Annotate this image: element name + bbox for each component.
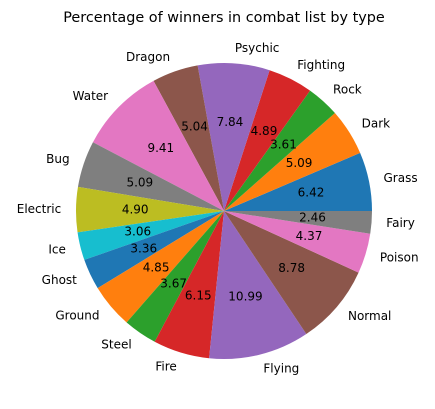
slice-label-water: Water — [73, 89, 109, 103]
pie-slices — [75, 63, 372, 360]
pie-slice-psychic — [197, 63, 270, 211]
slice-label-psychic: Psychic — [235, 41, 280, 55]
slice-value-dark: 5.09 — [286, 156, 313, 170]
slice-value-fighting: 4.89 — [251, 124, 278, 138]
pie-slice-fighting — [224, 70, 311, 211]
slice-label-fighting: Fighting — [297, 58, 345, 72]
slice-value-water: 9.41 — [147, 141, 174, 155]
slice-label-electric: Electric — [17, 202, 61, 216]
slice-value-ice: 3.06 — [124, 225, 151, 239]
slice-value-fire: 6.15 — [185, 288, 212, 302]
slice-value-electric: 4.90 — [122, 203, 149, 217]
slice-labels: Grass Dark Rock Fighting Psychic Dragon Water B… — [17, 41, 419, 375]
slice-value-grass: 6.42 — [298, 186, 325, 200]
slice-value-fairy: 2.46 — [299, 210, 326, 224]
slice-label-ground: Ground — [55, 308, 99, 322]
pie-slice-grass — [224, 152, 372, 211]
slice-label-poison: Poison — [380, 250, 419, 264]
slice-value-ground: 4.85 — [143, 261, 170, 275]
slice-label-fairy: Fairy — [386, 216, 415, 230]
slice-value-bug: 5.09 — [126, 175, 153, 189]
pie-slice-dark — [224, 113, 361, 211]
slice-label-fire: Fire — [155, 359, 176, 373]
pie-slice-ice — [77, 211, 224, 260]
pie-slice-dragon — [153, 65, 224, 211]
pie-slice-ghost — [84, 211, 224, 289]
pie-slice-bug — [77, 142, 224, 211]
slice-value-dragon: 5.04 — [181, 120, 208, 134]
slice-value-psychic: 7.84 — [217, 115, 244, 129]
slice-label-dark: Dark — [362, 117, 391, 131]
slice-label-grass: Grass — [384, 171, 418, 185]
slice-label-bug: Bug — [46, 152, 69, 166]
slice-values: 6.42 5.09 3.614.89 7.84 5.04 9.41 5.09 4.90 3.06… — [122, 115, 326, 304]
slice-label-rock: Rock — [333, 83, 362, 97]
pie-slice-fire — [154, 211, 224, 359]
pie-slice-poison — [224, 211, 371, 273]
pie-slice-electric — [75, 186, 225, 233]
slice-value-flying: 10.99 — [228, 290, 262, 304]
slice-value-poison: 4.37 — [296, 229, 323, 243]
slice-value-steel: 3.67 — [160, 277, 187, 291]
slice-label-normal: Normal — [348, 309, 391, 323]
pie-slice-water — [92, 80, 224, 211]
pie-slice-fairy — [224, 211, 372, 234]
pie-slice-flying — [209, 211, 307, 360]
chart-title: Percentage of winners in combat list by … — [63, 10, 385, 26]
pie-slice-ground — [97, 211, 224, 323]
pie-slice-steel — [126, 211, 224, 342]
slice-label-ghost: Ghost — [42, 273, 77, 287]
slice-label-dragon: Dragon — [126, 50, 170, 64]
slice-value-ghost: 3.36 — [130, 242, 157, 256]
slice-value-normal: 8.78 — [278, 261, 305, 275]
pie-slice-normal — [224, 211, 359, 334]
slice-label-ice: Ice — [48, 242, 66, 256]
slice-value-rock: 3.61 — [270, 138, 297, 152]
slice-label-steel: Steel — [101, 338, 131, 352]
pie-slice-rock — [224, 90, 335, 211]
slice-label-flying: Flying — [263, 361, 299, 375]
